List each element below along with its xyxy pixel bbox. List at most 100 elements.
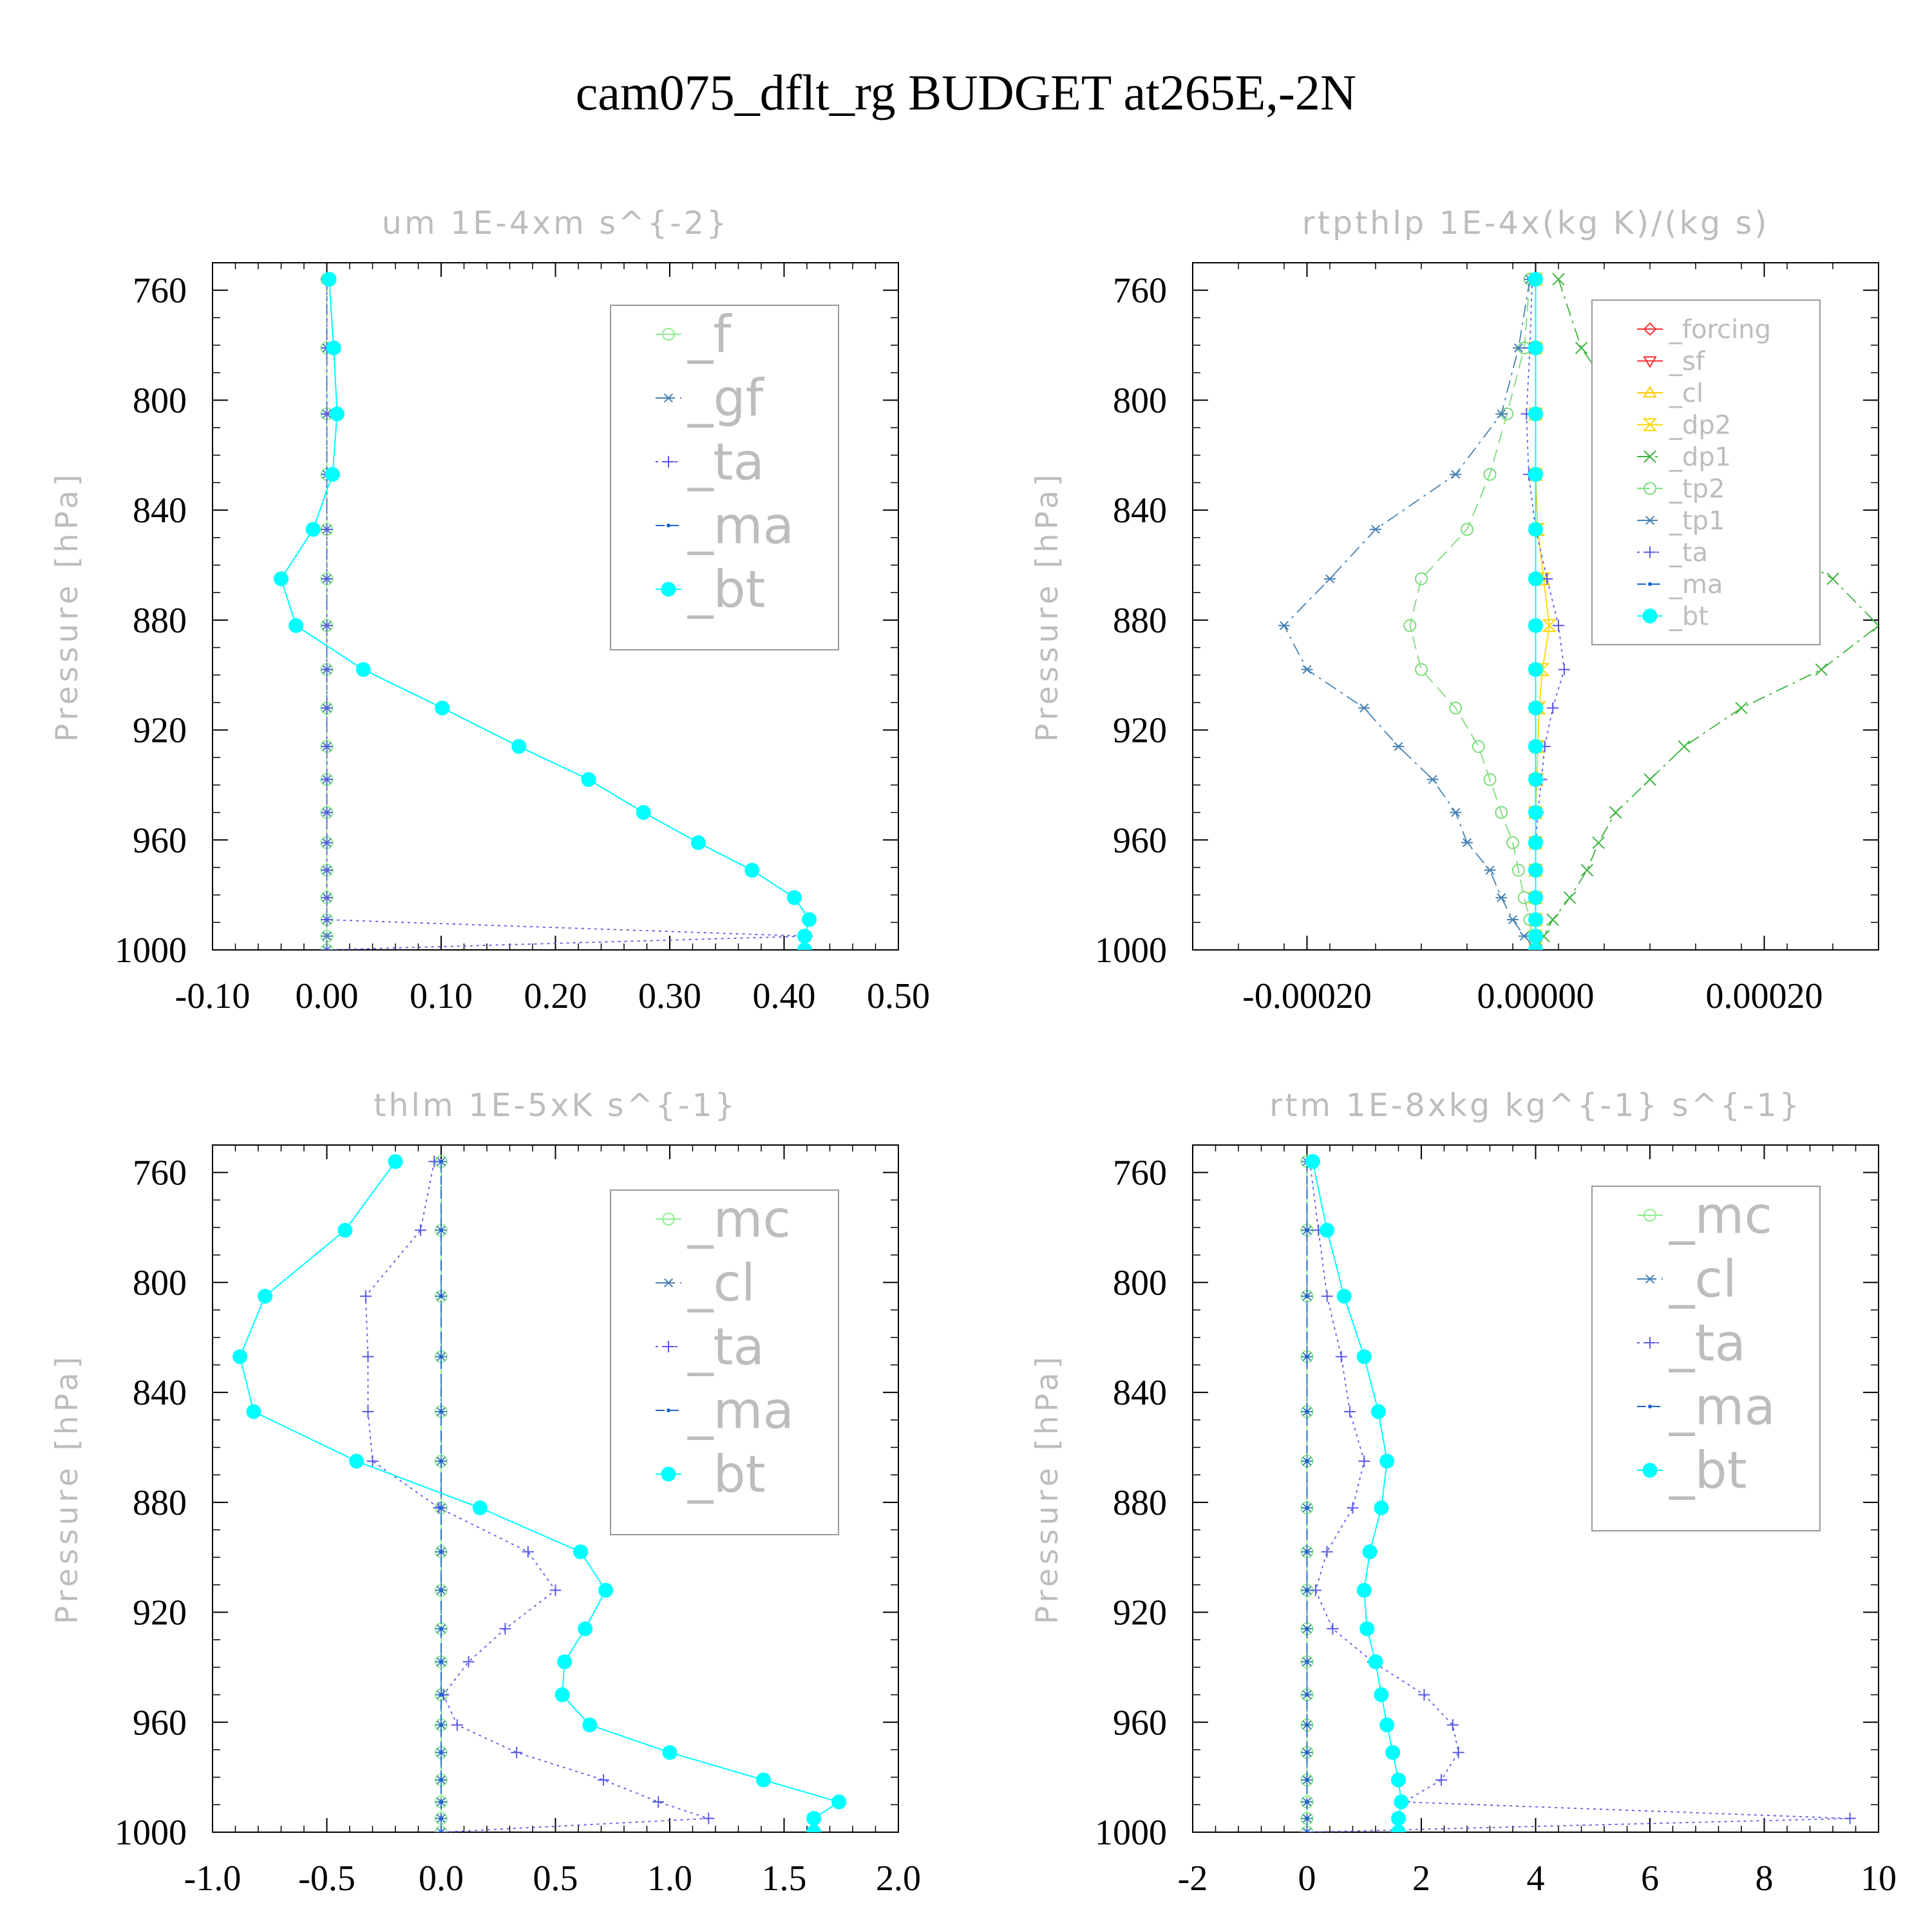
data-point-bt — [232, 1349, 248, 1365]
x-tick-label: 10 — [1861, 1859, 1897, 1899]
legend-label-ta: _ta — [687, 1318, 764, 1377]
series-line-bt — [239, 1161, 841, 1832]
data-point-ma — [439, 1660, 443, 1664]
data-point-dp1 — [1678, 740, 1690, 753]
x-tick-label: 8 — [1756, 1859, 1774, 1899]
data-point-bt — [581, 772, 596, 787]
data-point-gf — [321, 945, 333, 950]
x-tick-label: 4 — [1527, 1859, 1545, 1899]
data-point-ta — [321, 944, 333, 950]
legend-marker-sf — [1643, 356, 1657, 368]
legend-marker-ma — [667, 524, 670, 527]
legend-box — [1591, 1186, 1821, 1531]
data-point-tp2 — [1483, 468, 1497, 481]
data-point-bt — [554, 1687, 570, 1703]
data-point-dp1 — [1815, 663, 1828, 676]
legend-label-cl: _cl — [1669, 1250, 1737, 1309]
data-point-ma — [439, 1506, 443, 1510]
data-point-ma — [1305, 1549, 1309, 1554]
data-point-bt — [582, 1718, 598, 1733]
legend-marker-cl — [1643, 386, 1657, 398]
data-point-ta — [321, 837, 333, 849]
y-tick-label: 920 — [1113, 711, 1167, 751]
y-tick-label: 840 — [133, 1373, 187, 1413]
legend-marker-dp2 — [1642, 418, 1658, 431]
series-layer — [1278, 272, 1879, 950]
legend-label-mc: _mc — [687, 1190, 791, 1249]
data-point-bt — [1336, 1289, 1352, 1304]
data-point-dp1 — [1643, 773, 1656, 786]
data-point-dp1 — [1592, 836, 1605, 849]
data-point-bt — [744, 862, 760, 878]
legend-marker-bt — [661, 582, 676, 597]
data-point-tp1 — [1512, 343, 1524, 353]
data-point-bt — [1528, 805, 1543, 820]
data-point-ta — [1347, 1502, 1359, 1514]
series-line-ta — [365, 1161, 709, 1832]
data-point-ma — [1305, 1354, 1309, 1359]
data-point-dp1 — [1575, 341, 1588, 355]
data-point-tp2 — [1506, 836, 1519, 849]
y-axis-label: Pressure [hPa] — [50, 1353, 85, 1624]
data-point-ta — [652, 1796, 665, 1808]
data-point-ma — [439, 1777, 443, 1782]
data-point-ta — [522, 1546, 534, 1558]
data-point-ma — [1305, 1627, 1309, 1631]
y-tick-label: 880 — [133, 1483, 187, 1523]
data-point-bt — [1528, 772, 1543, 787]
data-point-ma — [1305, 1723, 1309, 1727]
data-point-bt — [1359, 1621, 1375, 1636]
legend-label-sf: _sf — [1669, 347, 1705, 377]
data-point-bt — [756, 1772, 772, 1788]
data-point-ta — [451, 1719, 463, 1731]
data-point-tp1 — [1450, 808, 1462, 817]
data-point-ma — [439, 1294, 443, 1298]
y-tick-label: 760 — [133, 1153, 187, 1193]
y-tick-label: 800 — [133, 381, 187, 421]
data-point-bt — [1528, 912, 1543, 927]
data-point-ta — [321, 891, 333, 904]
data-point-ta — [359, 1290, 372, 1302]
x-tick-label: -2 — [1178, 1859, 1208, 1899]
legend-box — [610, 1189, 839, 1535]
data-point-bt — [1356, 1349, 1372, 1365]
x-tick-label: 1.0 — [647, 1859, 692, 1899]
data-point-dp1 — [1735, 701, 1748, 715]
data-point-bt — [1528, 467, 1543, 482]
x-tick-label: 0.10 — [410, 976, 473, 1016]
x-tick-label: 0.00020 — [1706, 976, 1823, 1016]
data-point-tp1 — [1484, 866, 1496, 875]
y-tick-label: 800 — [133, 1263, 187, 1303]
x-tick-label: -0.5 — [298, 1859, 355, 1899]
series-line-ta — [1526, 279, 1565, 950]
data-point-bt — [1379, 1718, 1395, 1733]
legend-label-mc: _mc — [1669, 1186, 1772, 1245]
data-point-bt — [1370, 1404, 1386, 1419]
data-point-bt — [1528, 942, 1543, 950]
legend-label-bt: _bt — [1669, 602, 1709, 632]
legend-marker-bt — [1642, 609, 1658, 623]
data-point-ma — [439, 1409, 443, 1414]
legend: _mc_cl_ta_ma_bt — [1591, 1186, 1821, 1531]
data-point-bt — [289, 618, 304, 633]
series-layer — [232, 1154, 847, 1832]
data-point-bt — [797, 929, 812, 944]
data-point-bt — [274, 571, 289, 587]
legend-marker-ta — [663, 456, 674, 468]
legend-label-cl: _cl — [687, 1254, 755, 1313]
data-point-ta — [1321, 1290, 1333, 1302]
series-layer — [274, 272, 817, 950]
data-point-ma — [439, 1459, 443, 1463]
data-point-bt — [802, 912, 817, 927]
chart-panel-2: rtpthlp 1E-4x(kg K)/(kg s) Pressure [hPa]… — [1030, 205, 1879, 1016]
data-point-ta — [462, 1656, 475, 1668]
y-tick-label: 1000 — [1095, 931, 1167, 971]
data-point-ta — [549, 1584, 562, 1596]
x-tick-label: -1.0 — [184, 1859, 242, 1899]
data-point-ma — [1305, 1750, 1309, 1755]
data-point-tp1 — [1301, 665, 1313, 674]
data-point-tp1 — [1278, 621, 1290, 630]
legend-box — [610, 305, 839, 650]
series-line-tp2 — [1409, 279, 1537, 950]
data-point-ma — [439, 1228, 443, 1233]
